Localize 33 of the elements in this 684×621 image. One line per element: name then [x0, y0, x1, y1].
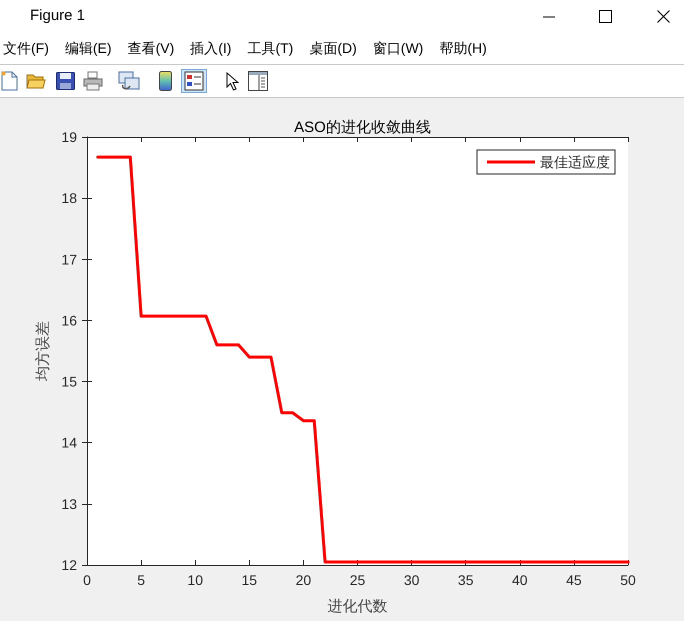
legend-label: 最佳适应度 — [540, 154, 610, 170]
text: 文件(F) — [3, 40, 49, 58]
x-tick-label: 20 — [296, 572, 312, 588]
text: 桌面(D) — [309, 40, 357, 58]
text: 编辑(E) — [64, 40, 112, 58]
y-tick-label: 15 — [61, 374, 78, 390]
y-axis-title: 均方误差 — [34, 321, 52, 382]
text: 工具(T) — [247, 40, 294, 58]
line-series — [96, 156, 630, 564]
text: 插入(I) — [190, 40, 232, 58]
y-tick-label: 14 — [61, 434, 78, 451]
x-tick-label: 15 — [242, 572, 258, 588]
caption: Figure 1 — [30, 7, 86, 24]
text: 查看(V) — [128, 40, 174, 58]
x-tick-label: 45 — [566, 572, 582, 588]
y-tick-label: 17 — [61, 251, 78, 268]
x-tick-label: 40 — [512, 572, 528, 588]
x-tick-label: 0 — [83, 572, 92, 588]
y-tick-label: 16 — [61, 312, 78, 328]
x-axis-title: 进化代数 — [328, 598, 388, 615]
x-tick-label: 10 — [187, 572, 204, 588]
y-tick-label: 13 — [61, 496, 78, 512]
text: 窗口(W) — [372, 40, 424, 58]
text: 帮助(H) — [439, 40, 487, 58]
x-tick-label: 35 — [458, 572, 474, 588]
y-tick-label: 12 — [61, 557, 78, 573]
x-tick-label: 25 — [350, 572, 366, 588]
x-tick-label: 30 — [404, 572, 420, 588]
chart-title: ASO的进化收敛曲线 — [294, 119, 431, 136]
x-tick-label: 50 — [620, 572, 636, 588]
y-tick-label: 19 — [61, 129, 78, 145]
y-tick-label: 18 — [61, 190, 78, 206]
x-tick-label: 5 — [137, 572, 146, 588]
